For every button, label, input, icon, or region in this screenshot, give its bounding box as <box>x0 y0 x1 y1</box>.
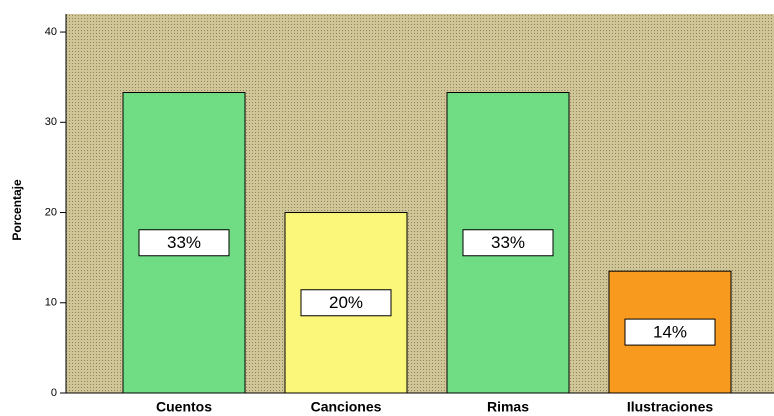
y-axis-label: Porcentaje <box>10 179 24 241</box>
y-tick-label: 30 <box>45 116 57 128</box>
value-label-box <box>624 318 716 346</box>
value-label: 14% <box>653 323 687 342</box>
value-label: 33% <box>167 233 201 252</box>
x-tick-label: Rimas <box>487 399 529 415</box>
y-tick-label: 40 <box>45 26 57 38</box>
value-label: 33% <box>491 233 525 252</box>
value-label: 20% <box>329 293 363 312</box>
value-label-box <box>300 289 392 317</box>
y-tick-label: 20 <box>45 206 57 218</box>
y-tick-label: 10 <box>45 297 57 309</box>
x-tick-label: Cuentos <box>156 399 212 415</box>
y-tick-label: 0 <box>51 387 57 399</box>
x-tick-label: Ilustraciones <box>627 399 714 415</box>
value-label-box <box>138 229 230 257</box>
x-tick-label: Canciones <box>311 399 382 415</box>
value-label-box <box>462 229 554 257</box>
